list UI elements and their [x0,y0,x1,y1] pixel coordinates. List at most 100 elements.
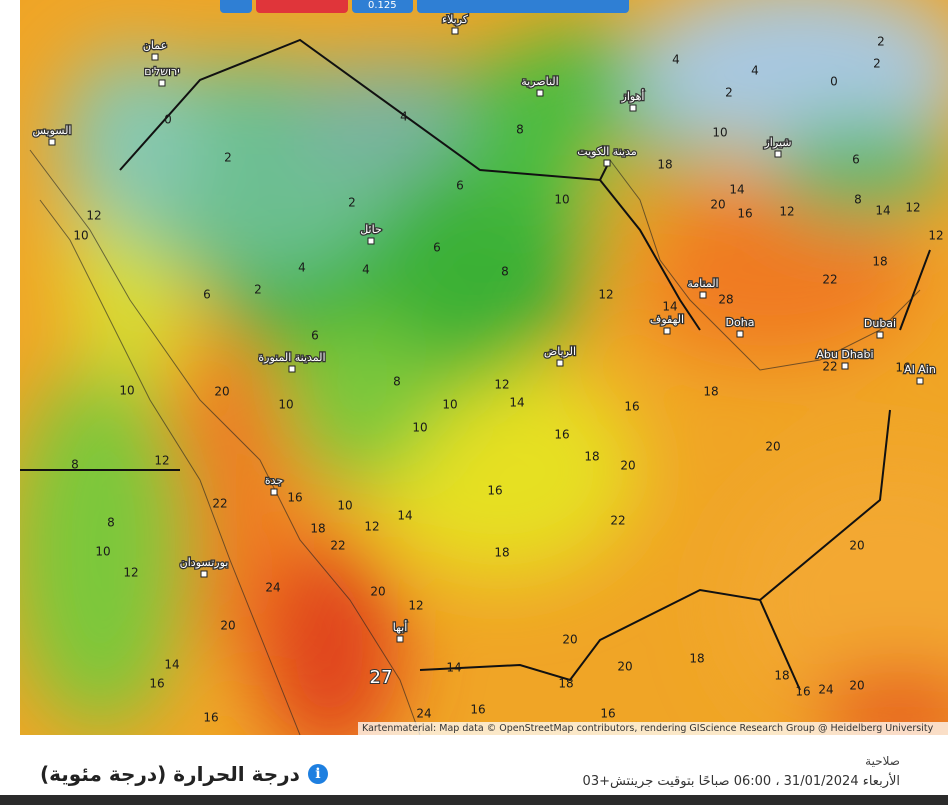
city-marker [736,330,744,338]
temperature-label: 10 [119,384,134,398]
temperature-label: 16 [203,711,218,725]
temperature-label: 20 [849,539,864,553]
temperature-label: 4 [298,261,306,275]
temperature-label: 12 [905,201,920,215]
toolbar-button[interactable] [416,0,629,13]
city-label: ירושלים [144,65,179,78]
temperature-label: 18 [558,677,573,691]
city-label: أهواز [621,89,645,103]
temperature-field [20,0,948,735]
temperature-label: 20 [849,679,864,693]
temperature-label: 24 [416,707,431,721]
temperature-label: 12 [408,599,423,613]
temperature-label: 10 [442,398,457,412]
toolbar: 0.125 [220,0,629,13]
temperature-label: 16 [287,491,302,505]
legend-title: i درجة الحرارة (درجة مئوية) [40,762,328,786]
temperature-label: 10 [95,545,110,559]
toolbar-value[interactable]: 0.125 [352,0,413,13]
temperature-label: 10 [554,193,569,207]
temperature-label: 6 [311,329,319,343]
temperature-label: 16 [149,677,164,691]
city-label: بورتسودان [180,556,229,569]
temperature-label: 4 [751,64,759,78]
temperature-label: 8 [854,193,862,207]
temperature-label: 6 [203,288,211,302]
city-label: مدينة الكويت [577,145,637,158]
city-label: المدينة المنورة [258,351,325,364]
temperature-label: 10 [412,421,427,435]
info-icon[interactable]: i [307,764,328,784]
temperature-label: 16 [487,484,502,498]
title-text: درجة الحرارة (درجة مئوية) [40,762,300,786]
temperature-label: 22 [822,360,837,374]
city-label: Dubai [864,317,896,330]
city-marker [663,327,671,335]
temperature-label: 18 [689,652,704,666]
temperature-label: 8 [107,516,115,530]
temperature-label: 10 [712,126,727,140]
temperature-label: 18 [494,546,509,560]
temperature-label: 20 [220,619,235,633]
temperature-label: 2 [873,57,881,71]
city-label: Abu Dhabi [816,348,873,361]
city-label: السويس [33,124,72,137]
city-marker [367,237,375,245]
temperature-label: 22 [212,497,227,511]
attribution: Kartenmaterial: Map data © OpenStreetMap… [358,722,948,735]
temperature-label: 10 [337,499,352,513]
city-label: Doha [726,316,755,329]
city-marker [774,150,782,158]
temperature-label: 8 [516,123,524,137]
temperature-label: 20 [620,459,635,473]
city-label: حائل [360,223,382,236]
bottom-bar [0,795,948,805]
city-marker [48,138,56,146]
city-marker [288,365,296,373]
city-marker [699,291,707,299]
temperature-label: 14 [875,204,890,218]
temperature-label: 16 [470,703,485,717]
temperature-label: 20 [562,633,577,647]
temperature-label: 0 [830,75,838,89]
temperature-label: 18 [872,255,887,269]
city-marker [603,159,611,167]
temperature-label: 16 [554,428,569,442]
city-marker [629,104,637,112]
toolbar-button[interactable] [220,0,252,13]
temperature-label: 14 [729,183,744,197]
temperature-label: 16 [895,361,910,375]
temperature-label: 20 [214,385,229,399]
temperature-label: 28 [718,293,733,307]
temperature-label: 12 [598,288,613,302]
temperature-label: 12 [364,520,379,534]
temperature-label: 14 [662,300,677,314]
city-label: جدة [265,474,283,487]
temperature-label: 18 [310,522,325,536]
temperature-label: 22 [822,273,837,287]
toolbar-button-active[interactable] [256,0,348,13]
temperature-label: 14 [164,658,179,672]
temperature-label: 18 [657,158,672,172]
temperature-label: 14 [446,661,461,675]
city-marker [396,635,404,643]
temperature-label: 24 [818,683,833,697]
temperature-label: 0 [164,113,172,127]
temperature-label: 20 [370,585,385,599]
city-label: الهفوف [650,313,684,326]
city-marker [270,488,278,496]
temperature-label: 24 [265,581,280,595]
temperature-label: 18 [584,450,599,464]
temperature-label: 6 [852,153,860,167]
temperature-label: 16 [795,685,810,699]
temperature-label: 12 [86,209,101,223]
temperature-label: 12 [154,454,169,468]
temperature-label: 12 [779,205,794,219]
temperature-label: 4 [362,263,370,277]
temperature-label: 10 [73,229,88,243]
temperature-label: 12 [928,229,943,243]
temperature-label: 27 [370,667,393,688]
city-marker [556,359,564,367]
city-marker [536,89,544,97]
